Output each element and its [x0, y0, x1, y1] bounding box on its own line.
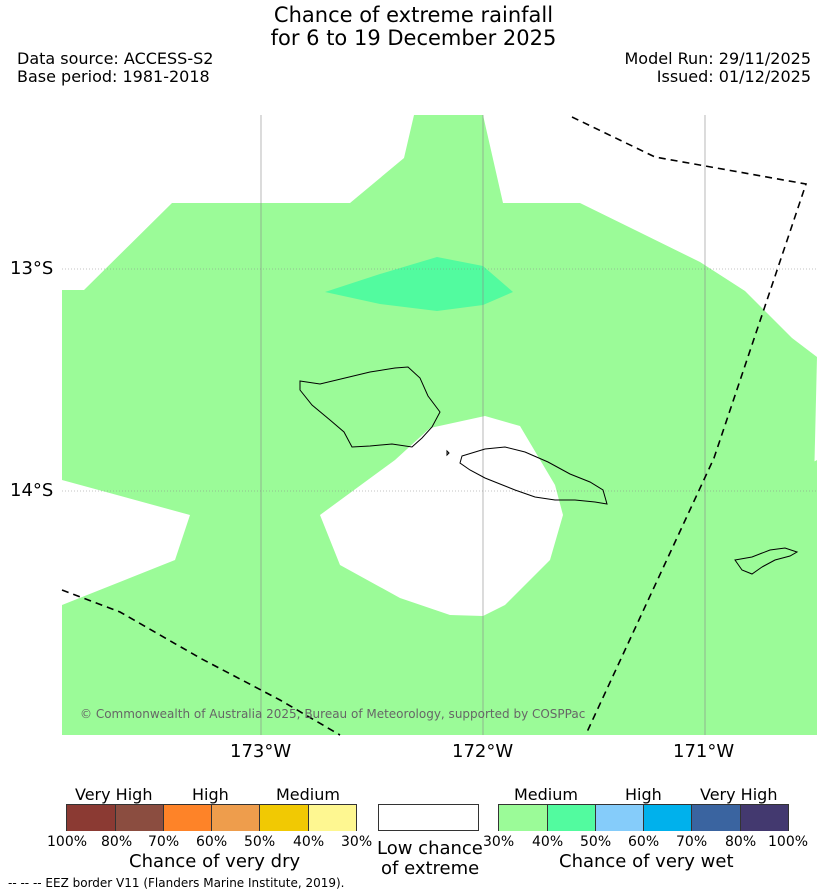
wet-swatch-60-70	[644, 805, 692, 831]
wet-swatch-30-40	[499, 805, 548, 831]
wet-tick: 60%	[628, 834, 660, 850]
dry-cat-high: High	[192, 785, 229, 804]
islands	[299, 366, 799, 575]
wet-tick: 100%	[768, 834, 809, 850]
dry-swatch-70-60	[164, 805, 212, 831]
dry-tick: 60%	[196, 834, 228, 850]
dry-tick: 70%	[148, 834, 180, 850]
low-chance-region	[320, 416, 563, 616]
data-source: Data source: ACCESS-S2	[17, 49, 214, 68]
high-wet-patch	[325, 257, 513, 311]
dry-cat-very-high: Very High	[75, 785, 153, 804]
model-run: Model Run: 29/11/2025	[624, 49, 812, 68]
rainfall-map: © Commonwealth of Australia 2025, Bureau…	[61, 115, 817, 736]
copyright-text: © Commonwealth of Australia 2025, Bureau…	[80, 707, 585, 721]
wet-cat-very-high: Very High	[700, 785, 778, 804]
wet-swatch-50-60	[596, 805, 644, 831]
wet-tick: 30%	[483, 834, 515, 850]
dry-swatch-40-30	[309, 805, 356, 831]
wet-tick: 40%	[532, 834, 564, 850]
eez-border	[61, 116, 808, 736]
dry-tick: 50%	[244, 834, 276, 850]
dry-colorbar-label: Chance of very dry	[129, 851, 301, 872]
dry-tick: 80%	[101, 834, 133, 850]
low-chance-label-1: Low chance	[377, 838, 483, 859]
lon-label-171w: 171°W	[673, 741, 735, 762]
wet-colorbar-label: Chance of very wet	[559, 851, 734, 872]
wet-tick: 70%	[676, 834, 708, 850]
dry-swatch-60-50	[212, 805, 260, 831]
lon-label-173w: 173°W	[230, 741, 292, 762]
title-line-2: for 6 to 19 December 2025	[270, 26, 557, 50]
lat-label-13s: 13°S	[10, 258, 54, 279]
lon-gridlines	[260, 115, 706, 735]
title-line-1: Chance of extreme rainfall	[273, 3, 554, 27]
wet-colorbar	[498, 804, 789, 831]
dry-swatch-50-40	[260, 805, 309, 831]
dry-swatch-100-80	[67, 805, 116, 831]
wet-swatch-40-50	[548, 805, 596, 831]
dry-cat-medium: Medium	[276, 785, 340, 804]
low-chance-label-2: of extreme	[381, 858, 480, 879]
wet-tick: 80%	[725, 834, 757, 850]
dry-colorbar	[66, 804, 357, 831]
tutuila-island	[734, 547, 799, 575]
upolu-island	[459, 446, 608, 505]
lat-label-14s: 14°S	[10, 480, 54, 501]
base-period: Base period: 1981-2018	[17, 67, 210, 86]
dry-tick: 100%	[47, 834, 88, 850]
wet-swatch-70-80	[692, 805, 741, 831]
wet-tick: 50%	[580, 834, 612, 850]
low-chance-swatch	[378, 804, 479, 831]
dry-tick: 40%	[293, 834, 325, 850]
wet-cat-high: High	[625, 785, 662, 804]
eez-note: -- -- -- EEZ border V11 (Flanders Marine…	[8, 876, 345, 890]
wet-swatch-80-100	[741, 805, 788, 831]
medium-wet-region	[62, 115, 817, 735]
lon-label-172w: 172°W	[452, 741, 514, 762]
manono-islet	[446, 449, 450, 457]
dry-swatch-80-70	[116, 805, 164, 831]
dry-tick: 30%	[341, 834, 373, 850]
wet-cat-medium: Medium	[514, 785, 578, 804]
issued-date: Issued: 01/12/2025	[656, 67, 811, 86]
savaii-island	[299, 366, 441, 448]
